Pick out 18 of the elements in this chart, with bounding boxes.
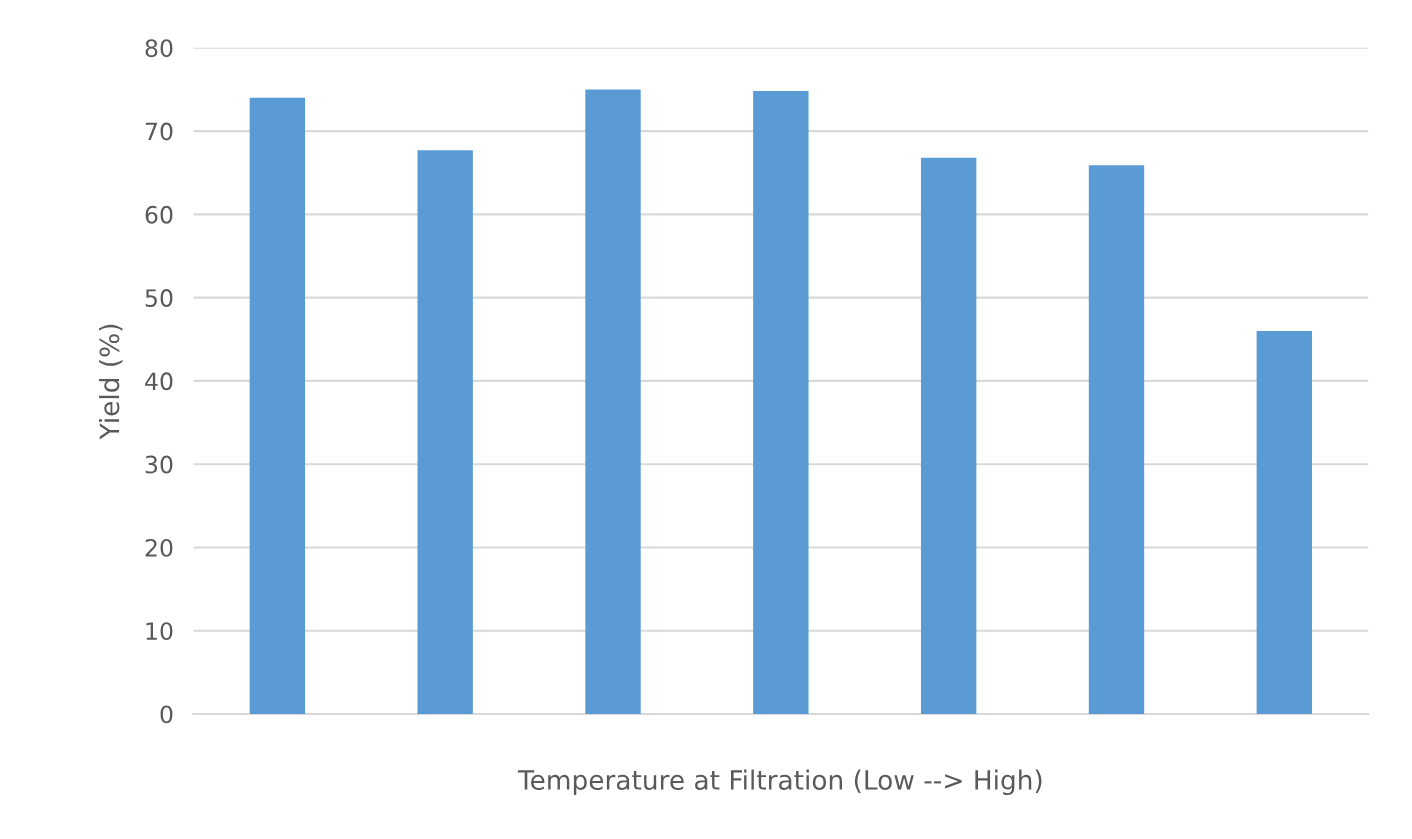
y-tick-label: 50 — [145, 289, 173, 307]
y-axis-title: Yield (%) — [98, 324, 123, 440]
x-axis-title: Temperature at Filtration (Low --> High) — [517, 769, 1042, 796]
y-tick-label: 60 — [145, 205, 173, 224]
y-tick-label: 10 — [146, 622, 173, 641]
bar — [1088, 165, 1145, 714]
y-tick-label: 70 — [145, 122, 173, 141]
y-tick-label: 20 — [145, 538, 173, 557]
y-tick-label: 30 — [145, 455, 173, 474]
bar — [249, 97, 306, 714]
y-tick-label: 80 — [145, 39, 173, 58]
bar — [1256, 330, 1313, 714]
y-tick-label: 40 — [145, 372, 173, 391]
bar — [585, 89, 641, 714]
bar — [753, 91, 809, 714]
y-tick-label: 0 — [160, 705, 173, 724]
bar — [417, 150, 473, 714]
bar — [920, 157, 977, 714]
